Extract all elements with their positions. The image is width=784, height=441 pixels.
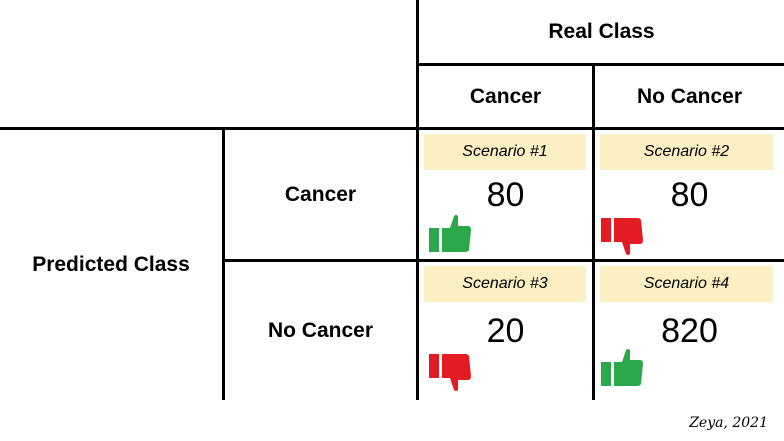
cell-value: 80	[486, 176, 525, 214]
real-class-header: Real Class	[548, 19, 655, 43]
thumbs-down-icon	[429, 354, 471, 391]
vertical-divider-main	[416, 0, 419, 400]
scenario-label: Scenario #3	[424, 266, 586, 302]
author-credit: Zeya, 2021	[689, 415, 768, 431]
cell-value: 820	[661, 312, 718, 350]
predicted-class-header: Predicted Class	[32, 253, 190, 276]
cell-value: 20	[486, 312, 525, 350]
vertical-divider-rows	[222, 128, 225, 400]
scenario-label: Scenario #4	[600, 266, 773, 302]
row-header-no-cancer: No Cancer	[267, 319, 374, 342]
vertical-divider-columns	[592, 64, 595, 400]
column-header-no-cancer: No Cancer	[636, 84, 743, 108]
cell-value: 80	[670, 176, 709, 214]
horizontal-divider-rows	[222, 259, 784, 262]
column-header-cancer: Cancer	[469, 84, 542, 108]
thumbs-up-icon	[601, 349, 643, 386]
thumbs-up-icon	[429, 215, 471, 252]
horizontal-divider-header	[0, 127, 784, 130]
thumbs-down-icon	[601, 218, 643, 255]
row-header-cancer: Cancer	[284, 182, 357, 206]
scenario-label: Scenario #2	[600, 134, 773, 170]
horizontal-divider-top	[416, 63, 784, 66]
scenario-label: Scenario #1	[424, 134, 586, 170]
